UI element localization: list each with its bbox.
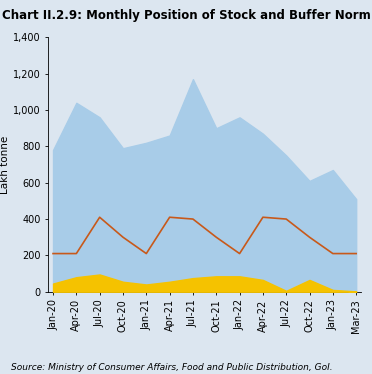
Y-axis label: Lakh tonne: Lakh tonne — [0, 135, 10, 194]
Text: Chart II.2.9: Monthly Position of Stock and Buffer Norm: Chart II.2.9: Monthly Position of Stock … — [1, 9, 371, 22]
Text: Source: Ministry of Consumer Affairs, Food and Public Distribution, GoI.: Source: Ministry of Consumer Affairs, Fo… — [11, 363, 333, 372]
